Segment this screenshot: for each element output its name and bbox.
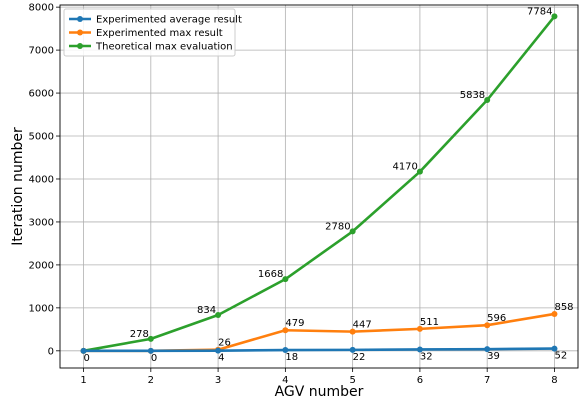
y-tick-label-6: 6000 bbox=[29, 89, 54, 100]
y-tick-label-5: 5000 bbox=[29, 132, 54, 143]
data-labels: 0 0 4 18 22 32 39 52 26 479 447 511 596 858 278 834 1668… bbox=[84, 6, 574, 363]
y-tick-label-2: 2000 bbox=[29, 260, 54, 271]
series-0-data-label-4: 22 bbox=[353, 352, 366, 363]
series-0-point-3 bbox=[282, 347, 289, 354]
y-tick-label-4: 4000 bbox=[29, 174, 54, 185]
series-0-data-label-5: 32 bbox=[420, 351, 433, 362]
series-2-data-label-1: 278 bbox=[130, 329, 149, 340]
series-2-point-2 bbox=[215, 311, 222, 318]
y-tick-label-7: 7000 bbox=[29, 46, 54, 57]
series-1-data-label-7: 858 bbox=[554, 302, 573, 313]
x-tick-label-0: 1 bbox=[80, 375, 86, 386]
y-tick-label-0: 0 bbox=[48, 346, 54, 357]
legend-marker-2 bbox=[77, 43, 83, 49]
y-axis-label: Iteration number bbox=[10, 127, 26, 246]
plot-frame bbox=[59, 4, 579, 369]
series-0-data-label-0: 0 bbox=[84, 353, 90, 364]
x-tick-label-7: 8 bbox=[551, 375, 557, 386]
series-1-data-label-3: 479 bbox=[285, 318, 304, 329]
x-tick-label-2: 3 bbox=[215, 375, 221, 386]
series-1-point-5 bbox=[416, 325, 423, 332]
x-tick-label-6: 7 bbox=[484, 375, 490, 386]
legend-marker-1 bbox=[77, 29, 83, 36]
y-tick-label-3: 3000 bbox=[29, 217, 54, 228]
series-2-data-label-5: 4170 bbox=[392, 162, 417, 173]
series-1-data-label-6: 596 bbox=[487, 313, 506, 324]
series-0-data-label-7: 52 bbox=[554, 351, 567, 362]
x-axis-label: AGV number bbox=[275, 384, 364, 400]
legend-entry-2: Theoretical max evaluation bbox=[95, 42, 233, 53]
series-1-point-4 bbox=[349, 328, 356, 335]
series-0-data-label-1: 0 bbox=[151, 353, 157, 364]
series-0-data-label-3: 18 bbox=[285, 352, 298, 363]
series-0-point-6 bbox=[484, 346, 491, 353]
series-0-point-1 bbox=[147, 347, 154, 354]
series-2-data-label-2: 834 bbox=[197, 305, 216, 316]
series-2-point-3 bbox=[282, 276, 289, 283]
series-0-data-label-2: 4 bbox=[218, 353, 224, 364]
series-2-data-label-7: 7784 bbox=[527, 6, 552, 17]
series-2-point-4 bbox=[349, 228, 356, 235]
legend-entry-0: Experimented average result bbox=[96, 15, 242, 26]
x-tick-label-5: 6 bbox=[417, 375, 423, 386]
series-2-data-label-6: 5838 bbox=[460, 90, 485, 101]
series-line-0 bbox=[83, 347, 555, 353]
series-2-data-label-3: 1668 bbox=[258, 269, 283, 280]
axes: 1 2 3 4 5 6 7 8 0 1000 2000 3000 4000 5000 6000 7000 800… bbox=[29, 3, 579, 386]
series-2-data-label-4: 2780 bbox=[325, 221, 350, 232]
series-1-point-6 bbox=[484, 322, 491, 329]
legend: Experimented average result Experimented… bbox=[63, 8, 242, 57]
series-0-point-4 bbox=[349, 346, 356, 353]
series-0-point-2 bbox=[215, 347, 222, 354]
series-0-point-0 bbox=[80, 347, 87, 354]
legend-box bbox=[63, 8, 236, 57]
series-1-point-7 bbox=[551, 310, 558, 317]
legend-marker-0 bbox=[77, 16, 83, 22]
series-0-point-7 bbox=[551, 345, 558, 352]
legend-entry-1: Experimented max result bbox=[96, 28, 223, 39]
x-tick-label-3: 4 bbox=[282, 375, 288, 386]
series-line-2 bbox=[83, 15, 556, 353]
series-2-point-5 bbox=[416, 168, 423, 175]
series-2-point-7 bbox=[551, 13, 558, 20]
series-1-data-label-2: 26 bbox=[218, 338, 231, 349]
x-tick-label-4: 5 bbox=[349, 375, 355, 386]
series-line-1 bbox=[83, 312, 555, 353]
series-0-data-label-6: 39 bbox=[487, 351, 500, 362]
series-group bbox=[80, 13, 558, 354]
series-1-data-label-4: 447 bbox=[353, 320, 372, 331]
series-1-point-3 bbox=[282, 327, 289, 334]
series-1-data-label-5: 511 bbox=[420, 317, 439, 328]
y-tick-label-8: 8000 bbox=[29, 3, 54, 14]
grid bbox=[60, 5, 578, 368]
series-2-point-1 bbox=[147, 335, 154, 342]
series-2-point-6 bbox=[484, 97, 491, 104]
x-tick-label-1: 2 bbox=[148, 375, 154, 386]
series-0-point-5 bbox=[416, 346, 423, 353]
y-tick-label-1: 1000 bbox=[29, 303, 54, 314]
